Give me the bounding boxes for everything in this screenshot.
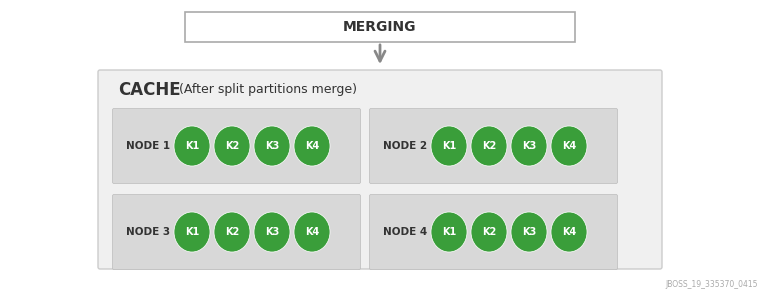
Text: K1: K1 — [442, 227, 456, 237]
Ellipse shape — [254, 212, 290, 252]
Text: NODE 2: NODE 2 — [383, 141, 427, 151]
Text: K2: K2 — [225, 227, 239, 237]
Ellipse shape — [471, 212, 507, 252]
Text: CACHE: CACHE — [118, 81, 181, 99]
Ellipse shape — [471, 126, 507, 166]
Text: K4: K4 — [562, 227, 576, 237]
Ellipse shape — [214, 126, 250, 166]
Text: K4: K4 — [305, 227, 319, 237]
Text: MERGING: MERGING — [344, 20, 416, 34]
Text: K1: K1 — [185, 141, 199, 151]
Ellipse shape — [511, 212, 547, 252]
FancyBboxPatch shape — [369, 108, 617, 184]
Ellipse shape — [254, 126, 290, 166]
Ellipse shape — [431, 126, 467, 166]
Ellipse shape — [214, 212, 250, 252]
FancyBboxPatch shape — [112, 108, 360, 184]
Ellipse shape — [551, 212, 587, 252]
Text: K3: K3 — [265, 141, 279, 151]
Ellipse shape — [174, 212, 210, 252]
Text: K3: K3 — [265, 227, 279, 237]
FancyBboxPatch shape — [98, 70, 662, 269]
Bar — [185, 12, 575, 42]
Text: NODE 3: NODE 3 — [126, 227, 170, 237]
FancyBboxPatch shape — [369, 195, 617, 269]
Text: K3: K3 — [522, 141, 536, 151]
Text: (After split partitions merge): (After split partitions merge) — [175, 83, 357, 97]
Text: K2: K2 — [225, 141, 239, 151]
Text: JBOSS_19_335370_0415: JBOSS_19_335370_0415 — [666, 280, 758, 289]
Ellipse shape — [294, 126, 330, 166]
Text: K3: K3 — [522, 227, 536, 237]
Text: K2: K2 — [482, 141, 496, 151]
FancyBboxPatch shape — [112, 195, 360, 269]
Text: K2: K2 — [482, 227, 496, 237]
Text: NODE 1: NODE 1 — [126, 141, 170, 151]
Ellipse shape — [174, 126, 210, 166]
Text: NODE 4: NODE 4 — [383, 227, 427, 237]
Ellipse shape — [431, 212, 467, 252]
Text: K1: K1 — [185, 227, 199, 237]
Text: K4: K4 — [562, 141, 576, 151]
Ellipse shape — [551, 126, 587, 166]
Ellipse shape — [294, 212, 330, 252]
Ellipse shape — [511, 126, 547, 166]
Text: K1: K1 — [442, 141, 456, 151]
Text: K4: K4 — [305, 141, 319, 151]
